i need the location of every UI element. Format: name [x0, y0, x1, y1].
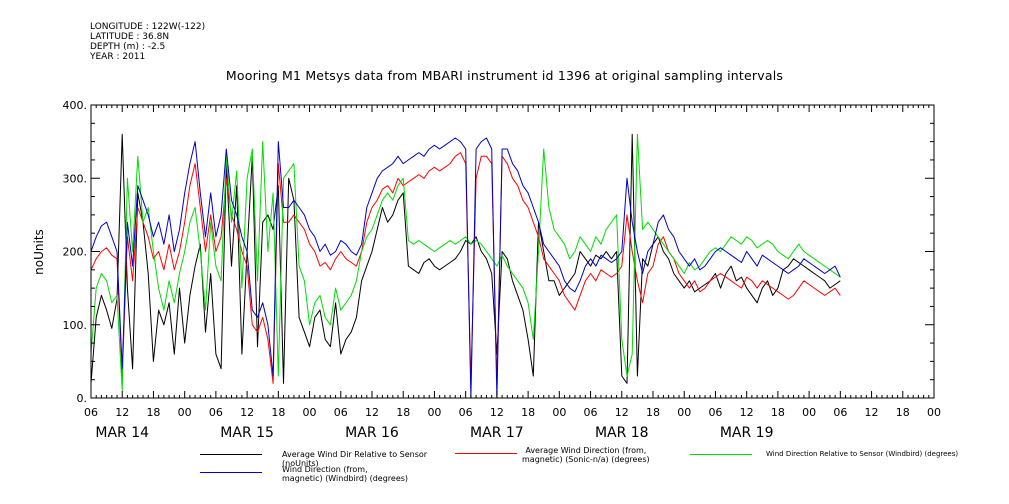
- x-tick-label: 12: [615, 406, 629, 419]
- x-tick-label: 00: [927, 406, 941, 419]
- chart-title: Mooring M1 Metsys data from MBARI instru…: [225, 68, 784, 83]
- x-tick-label: 18: [396, 406, 410, 419]
- longitude-text: LONGITUDE : 122W(-122): [90, 22, 206, 32]
- x-tick-label: 00: [178, 406, 192, 419]
- day-label: MAR 15: [220, 425, 274, 441]
- metadata-block: LONGITUDE : 122W(-122) LATITUDE : 36.8N …: [90, 22, 205, 62]
- x-tick-label: 18: [896, 406, 910, 419]
- x-tick-label: 18: [646, 406, 660, 419]
- x-tick-label: 06: [833, 406, 847, 419]
- series-line-4: [90, 137, 841, 399]
- x-tick-label: 06: [708, 406, 722, 419]
- series-layer: [90, 133, 841, 399]
- x-tick-label: 12: [115, 406, 129, 419]
- x-tick-label: 12: [240, 406, 254, 419]
- series-line-1: [90, 133, 841, 384]
- x-tick-label: 12: [865, 406, 879, 419]
- x-tick-label: 06: [209, 406, 223, 419]
- x-tick-label: 00: [802, 406, 816, 419]
- depth-text: DEPTH (m) : -2.5: [90, 42, 166, 52]
- y-axis-label: noUnits: [32, 229, 46, 275]
- legend-swatch: [200, 454, 262, 455]
- x-tick-label: 12: [365, 406, 379, 419]
- x-tick-label: 06: [584, 406, 598, 419]
- legend-label: Wind Direction (from, magnetic) (Windbir…: [282, 465, 409, 483]
- x-tick-label: 00: [427, 406, 441, 419]
- y-tick-label: 100.: [63, 319, 88, 332]
- day-label: MAR 14: [95, 425, 149, 441]
- legend-swatch: [200, 472, 262, 473]
- x-tick-label: 18: [146, 406, 160, 419]
- x-tick-label: 00: [677, 406, 691, 419]
- series-line-2: [90, 152, 841, 384]
- day-label: MAR 19: [720, 425, 774, 441]
- legend-item-sonic: Average Wind Direction (from, magnetic) …: [455, 446, 665, 466]
- y-tick-label: 0.: [77, 392, 88, 405]
- day-label: MAR 17: [470, 425, 524, 441]
- legend-label: Average Wind Direction (from, magnetic) …: [522, 446, 650, 464]
- legend-swatch: [455, 453, 517, 454]
- x-tick-label: 12: [490, 406, 504, 419]
- x-tick-label: 06: [84, 406, 98, 419]
- plot-frame: [90, 104, 935, 399]
- year-text: YEAR : 2011: [90, 52, 146, 62]
- legend-item-windbird-magnetic: Wind Direction (from, magnetic) (Windbir…: [200, 465, 440, 487]
- x-tick-label: 18: [521, 406, 535, 419]
- x-tick-label: 00: [303, 406, 317, 419]
- day-label: MAR 16: [345, 425, 399, 441]
- legend-item-windbird-relative: Wind Direction Relative to Sensor (Windb…: [690, 448, 990, 462]
- axes-layer: 0. 100. 200. 300. 400. 06 12 18 00 06 12 18 00 06 12 18…: [63, 99, 942, 441]
- x-tick-label: 00: [552, 406, 566, 419]
- day-label: MAR 18: [595, 425, 649, 441]
- y-tick-label: 400.: [63, 99, 88, 112]
- x-tick-label: 06: [334, 406, 348, 419]
- legend-item-relative-sensor: Average Wind Dir Relative to Sensor (noU…: [200, 448, 440, 468]
- x-tick-label: 12: [740, 406, 754, 419]
- x-tick-label: 06: [459, 406, 473, 419]
- legend-label: Average Wind Dir Relative to Sensor (noU…: [282, 450, 428, 468]
- x-tick-label: 18: [771, 406, 785, 419]
- series-line-3: [90, 133, 841, 392]
- x-tick-label: 18: [271, 406, 285, 419]
- y-tick-label: 300.: [63, 172, 88, 185]
- legend-swatch: [690, 454, 752, 455]
- latitude-text: LATITUDE : 36.8N: [90, 32, 170, 42]
- legend-label: Wind Direction Relative to Sensor (Windb…: [766, 450, 959, 458]
- y-tick-label: 200.: [63, 246, 88, 259]
